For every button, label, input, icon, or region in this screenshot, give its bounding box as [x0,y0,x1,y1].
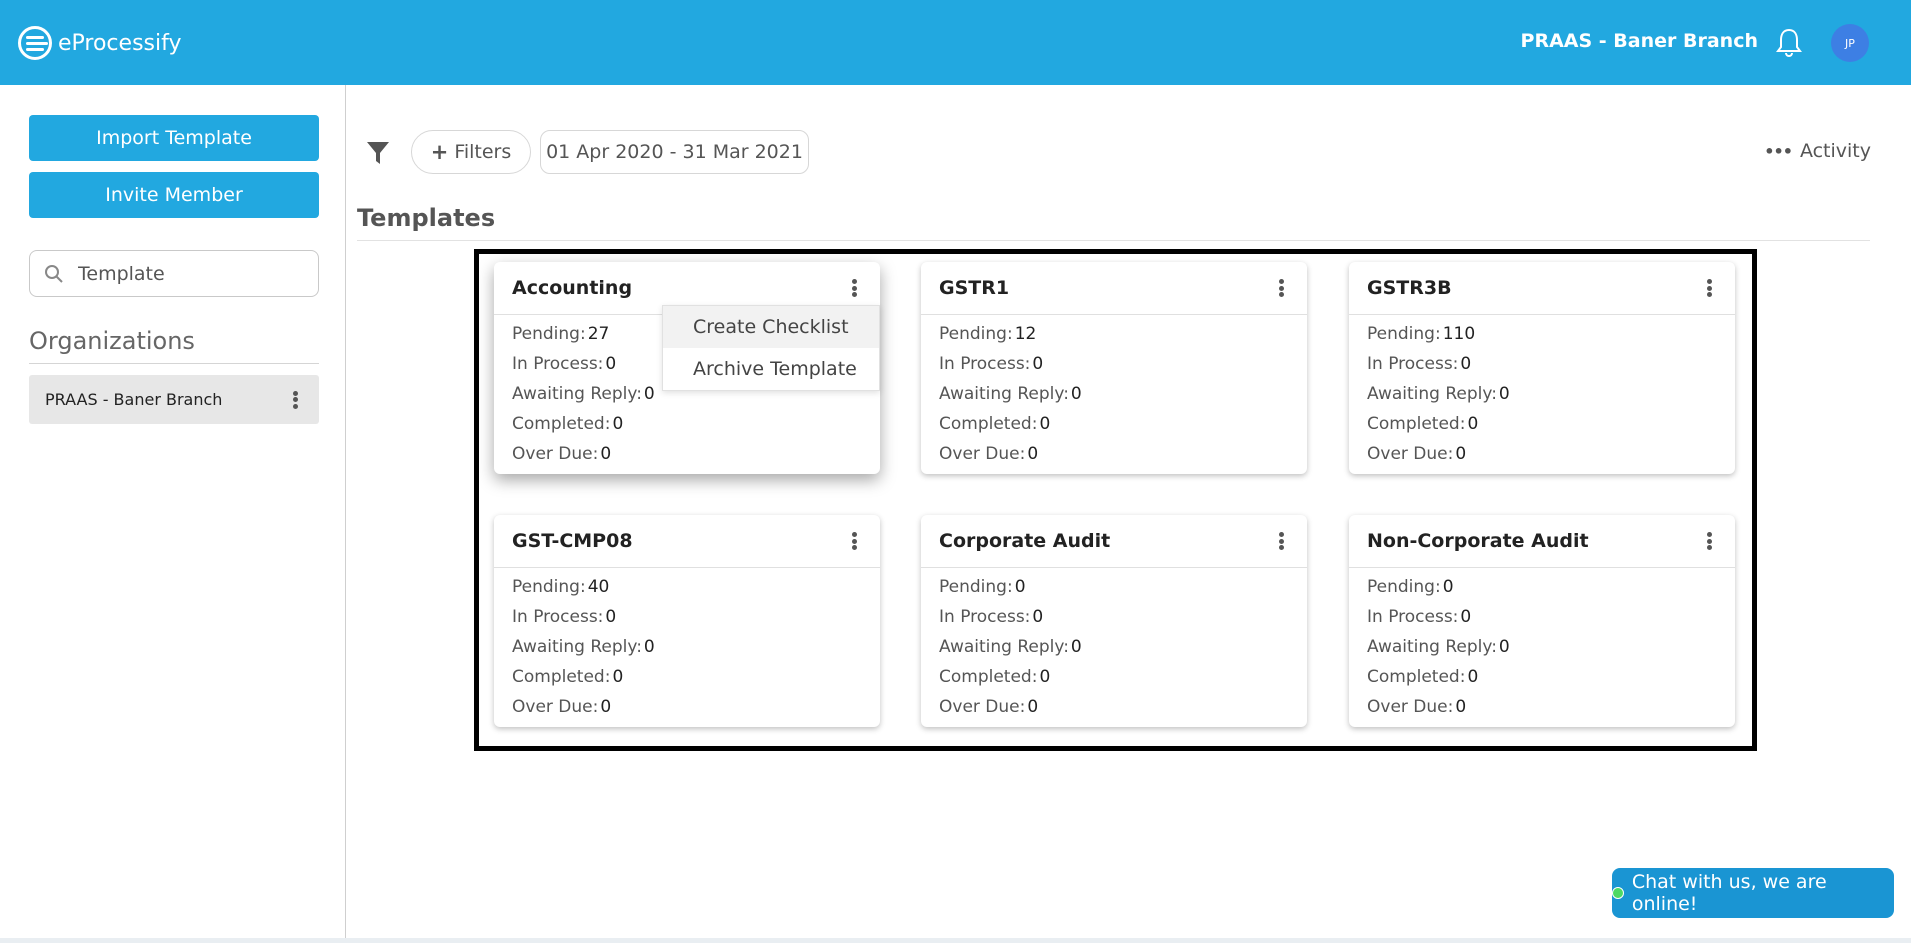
kebab-menu-icon[interactable] [287,389,303,411]
stat-awaiting-reply: Awaiting Reply: 0 [1367,384,1510,404]
stat-awaiting-reply: Awaiting Reply: 0 [939,637,1082,657]
stat-awaiting-reply: Awaiting Reply: 0 [1367,637,1510,657]
stat-completed: Completed: 0 [512,667,624,687]
divider [29,363,319,364]
invite-member-button[interactable]: Invite Member [29,172,319,218]
card-title: GST-CMP08 [512,530,633,552]
stat-pending: Pending: 12 [939,324,1037,344]
filters-button[interactable]: + Filters [411,130,531,174]
search-input[interactable] [78,262,298,285]
avatar[interactable]: JP [1831,24,1869,62]
stat-pending: Pending: 40 [512,577,610,597]
activity-label: Activity [1799,140,1871,162]
chat-label: Chat with us, we are online! [1631,871,1827,915]
date-range-picker[interactable]: 01 Apr 2020 - 31 Mar 2021 [540,130,809,174]
divider [357,240,1870,241]
kebab-menu-icon[interactable] [846,530,862,552]
bell-icon[interactable] [1773,26,1805,58]
stat-completed: Completed: 0 [939,667,1051,687]
bottom-strip [0,938,1911,943]
stat-in-process: In Process: 0 [1367,607,1472,627]
app-logo[interactable]: eProcessify [18,26,181,60]
template-search[interactable] [29,250,319,297]
template-card-accounting[interactable]: Accounting Pending: 27 In Process: 0 Await… [494,262,880,474]
template-card-corporate-audit[interactable]: Corporate Audit Pending: 0 In Process: 0 A… [921,515,1307,727]
stat-in-process: In Process: 0 [1367,354,1472,374]
stat-pending: Pending: 0 [939,577,1026,597]
highlight-box [474,249,1757,751]
card-title: GSTR3B [1367,277,1452,299]
stat-over-due: Over Due: 0 [939,697,1039,717]
app-name: eProcessify [58,30,182,56]
stat-awaiting-reply: Awaiting Reply: 0 [512,637,655,657]
stat-completed: Completed: 0 [939,414,1051,434]
create-checklist-menu-item[interactable]: Create Checklist [663,306,879,348]
kebab-menu-icon[interactable] [1273,530,1289,552]
ellipsis-icon: ••• [1764,141,1793,161]
stat-pending: Pending: 0 [1367,577,1454,597]
page-title: Templates [357,204,496,232]
stat-completed: Completed: 0 [1367,414,1479,434]
online-status-icon [1612,887,1624,899]
stat-in-process: In Process: 0 [939,354,1044,374]
archive-template-menu-item[interactable]: Archive Template [693,358,857,380]
sidebar: Import Template Invite Member Organizati… [0,85,346,943]
org-item[interactable]: PRAAS - Baner Branch [29,375,319,424]
branch-name[interactable]: PRAAS - Baner Branch [1520,30,1758,52]
card-title: Accounting [512,277,633,299]
template-context-menu: Create Checklist Archive Template [662,305,880,391]
chat-widget-button[interactable]: Chat with us, we are online! [1612,868,1894,918]
template-card-gst-cmp08[interactable]: GST-CMP08 Pending: 40 In Process: 0 Awaiti… [494,515,880,727]
top-header: eProcessify PRAAS - Baner Branch JP [0,0,1911,85]
import-template-button[interactable]: Import Template [29,115,319,161]
stat-awaiting-reply: Awaiting Reply: 0 [939,384,1082,404]
stat-completed: Completed: 0 [1367,667,1479,687]
search-icon [45,264,63,283]
stat-in-process: In Process: 0 [512,607,617,627]
kebab-menu-icon[interactable] [1273,277,1289,299]
stat-over-due: Over Due: 0 [939,444,1039,464]
stat-awaiting-reply: Awaiting Reply: 0 [512,384,655,404]
logo-icon [18,26,52,60]
card-title: Corporate Audit [939,530,1111,552]
kebab-menu-icon[interactable] [846,277,862,299]
template-card-gstr1[interactable]: GSTR1 Pending: 12 In Process: 0 Awaiting R… [921,262,1307,474]
stat-pending: Pending: 110 [1367,324,1476,344]
stat-over-due: Over Due: 0 [512,444,612,464]
filters-label: Filters [454,141,512,163]
stat-pending: Pending: 27 [512,324,610,344]
template-card-non-corporate-audit[interactable]: Non-Corporate Audit Pending: 0 In Process… [1349,515,1735,727]
card-title: Non-Corporate Audit [1367,530,1589,552]
card-title: GSTR1 [939,277,1010,299]
stat-in-process: In Process: 0 [512,354,617,374]
organizations-heading: Organizations [29,327,195,355]
template-card-gstr3b[interactable]: GSTR3B Pending: 110 In Process: 0 Awaiting… [1349,262,1735,474]
kebab-menu-icon[interactable] [1701,277,1717,299]
activity-button[interactable]: ••• Activity [1764,140,1871,162]
stat-completed: Completed: 0 [512,414,624,434]
plus-icon: + [430,140,449,164]
stat-over-due: Over Due: 0 [1367,697,1467,717]
kebab-menu-icon[interactable] [1701,530,1717,552]
org-item-label: PRAAS - Baner Branch [45,390,223,409]
funnel-icon[interactable] [366,140,390,166]
stat-over-due: Over Due: 0 [1367,444,1467,464]
stat-over-due: Over Due: 0 [512,697,612,717]
stat-in-process: In Process: 0 [939,607,1044,627]
